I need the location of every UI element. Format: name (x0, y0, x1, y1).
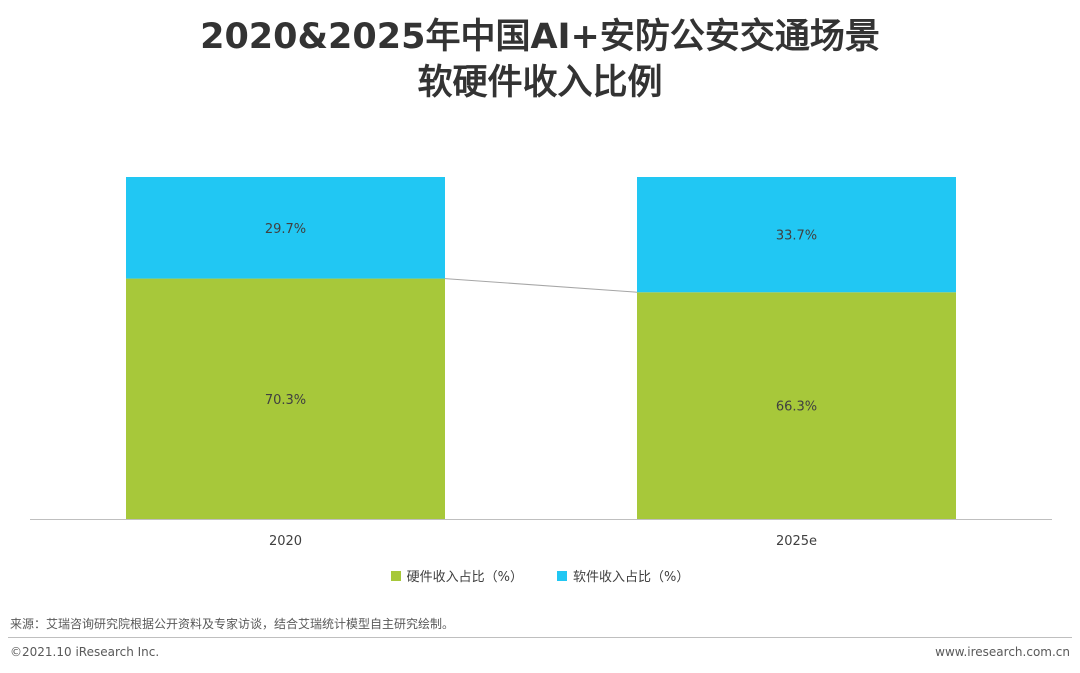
connector-line (444, 278, 638, 293)
bar-software-2025e (637, 177, 956, 293)
data-label-software-2020: 29.7% (265, 222, 306, 237)
copyright-text: ©2021.10 iResearch Inc. (10, 645, 160, 659)
bar-software-2020 (126, 177, 445, 279)
legend-item-hardware: 硬件收入占比（%） (390, 566, 523, 585)
website-text: www.iresearch.com.cn (935, 645, 1070, 659)
chart-title-line-1: 2020&2025年中国AI+安防公安交通场景 (200, 17, 880, 57)
stacked-bar-chart: 70.3% 29.7% 2020 66.3% 33.7% 2025e (30, 177, 1052, 549)
chart-title-line-2: 软硬件收入比例 (417, 63, 663, 103)
bar-hardware-2020 (126, 278, 445, 519)
bar-hardware-2025e (637, 292, 956, 519)
x-tick-label-2025e: 2025e (776, 534, 817, 549)
legend-swatch-software (557, 570, 567, 581)
legend-item-software: 软件收入占比（%） (557, 566, 689, 585)
x-tick-label-2020: 2020 (269, 534, 302, 549)
data-label-hardware-2025e: 66.3% (776, 400, 817, 415)
footer-divider (8, 637, 1072, 638)
chart-title: 2020&2025年中国AI+安防公安交通场景 软硬件收入比例 (0, 14, 1080, 106)
legend-label-software: 软件收入占比（%） (573, 570, 690, 585)
legend-label-hardware: 硬件收入占比（%） (406, 570, 523, 585)
source-note: 来源：艾瑞咨询研究院根据公开资料及专家访谈，结合艾瑞统计模型自主研究绘制。 (10, 617, 455, 631)
data-label-software-2025e: 33.7% (776, 229, 817, 244)
data-label-hardware-2020: 70.3% (265, 393, 306, 408)
legend-swatch-hardware (390, 570, 401, 581)
legend: 硬件收入占比（%） 软件收入占比（%） (0, 566, 1080, 585)
